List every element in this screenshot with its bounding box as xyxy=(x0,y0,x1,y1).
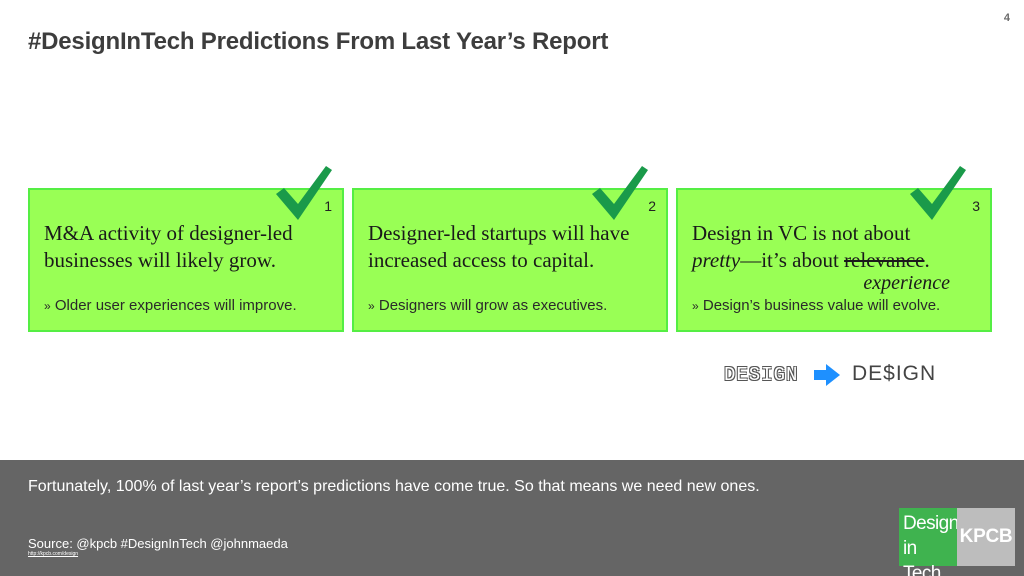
source-credit: Source: @kpcb #DesignInTech @johnmaeda xyxy=(28,536,288,551)
prediction-card-1: 1 M&A activity of designer-led businesse… xyxy=(28,166,344,332)
card-number: 1 xyxy=(324,198,332,214)
kpcb-logo: KPCB xyxy=(957,508,1015,566)
checkmark-icon xyxy=(592,166,648,220)
card-prediction-line-1: M&A activity of designer-led xyxy=(44,221,293,245)
footer-statement: Fortunately, 100% of last year’s report’… xyxy=(28,478,760,495)
card-prediction-text: Design in VC is not about pretty—it’s ab… xyxy=(692,220,980,274)
italic-word: pretty xyxy=(692,248,741,272)
design-transform: DESIGN DE$IGN xyxy=(724,360,964,388)
card-outcome-label: Older user experiences will improve. xyxy=(54,297,297,314)
footer-bar: Fortunately, 100% of last year’s report’… xyxy=(0,460,1024,576)
card-number: 3 xyxy=(972,198,980,214)
struck-word: relevance xyxy=(844,248,925,272)
source-link[interactable]: http://kpcb.com/design xyxy=(28,551,79,557)
card-prediction-text: M&A activity of designer-led businesses … xyxy=(44,220,332,274)
card-outcome-label: Design’s business value will evolve. xyxy=(702,297,941,314)
design-dollar-word: DE$IGN xyxy=(852,362,937,385)
prediction-card-3: 3 Design in VC is not about pretty—it’s … xyxy=(676,166,992,332)
logo-line-1: Design xyxy=(903,513,959,534)
logo-line-2: in Tech xyxy=(903,538,941,576)
card-prediction-line-1: Design in VC is not about xyxy=(692,221,911,245)
bullet-marker: » xyxy=(44,299,51,313)
card-outcome-label: Designers will grow as executives. xyxy=(378,297,608,314)
bullet-marker: » xyxy=(368,299,375,313)
card-prediction-line-1: Designer-led startups will have xyxy=(368,221,630,245)
card-outcome-text: » Older user experiences will improve. xyxy=(44,297,297,314)
card-prediction-line-2: increased access to capital. xyxy=(368,248,595,272)
period: . xyxy=(924,248,930,272)
page-number: 4 xyxy=(1003,12,1010,24)
card-outcome-text: » Design’s business value will evolve. xyxy=(692,297,940,314)
card-prediction-mid: —it’s about xyxy=(740,248,845,272)
bullet-marker: » xyxy=(692,299,699,313)
right-arrow-icon xyxy=(814,364,840,386)
card-prediction-line-2: businesses will likely grow. xyxy=(44,248,276,272)
design-outline-word: DESIGN xyxy=(724,364,799,386)
checkmark-icon xyxy=(276,166,332,220)
slide-title: #DesignInTech Predictions From Last Year… xyxy=(28,28,609,55)
replacement-word: experience xyxy=(863,272,950,294)
card-outcome-text: » Designers will grow as executives. xyxy=(368,297,607,314)
design-in-tech-kpcb-logo: Design in Tech KPCB xyxy=(899,508,1015,576)
card-number: 2 xyxy=(648,198,656,214)
prediction-card-2: 2 Designer-led startups will have increa… xyxy=(352,166,668,332)
card-prediction-text: Designer-led startups will have increase… xyxy=(368,220,656,274)
checkmark-icon xyxy=(910,166,966,220)
design-in-tech-logo: Design in Tech xyxy=(899,508,959,576)
